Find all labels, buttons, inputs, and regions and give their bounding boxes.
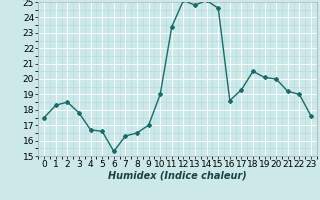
X-axis label: Humidex (Indice chaleur): Humidex (Indice chaleur) (108, 171, 247, 181)
